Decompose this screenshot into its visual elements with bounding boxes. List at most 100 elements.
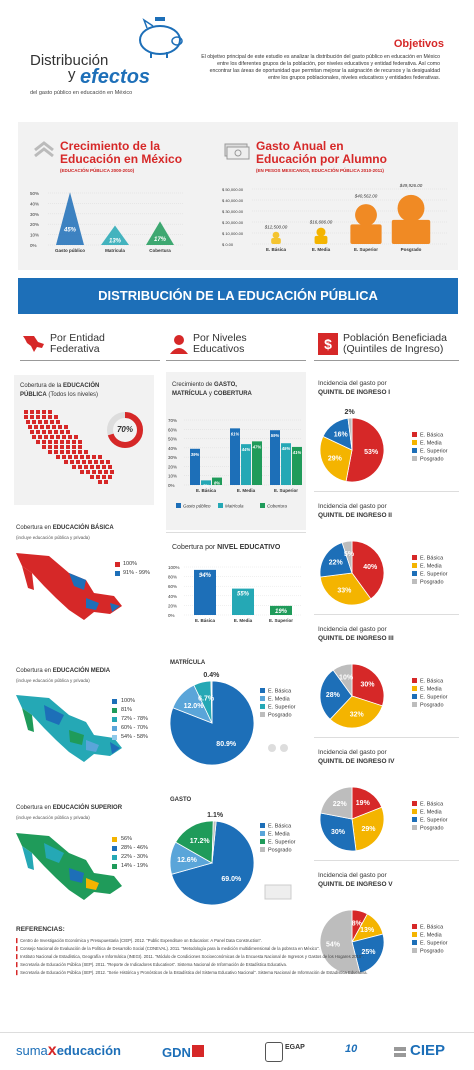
quintil-title-b: QUINTIL DE INGRESO II <box>318 512 392 519</box>
legend-swatch <box>412 809 417 814</box>
quintil-label: 53% <box>364 449 379 456</box>
quintil-label: 54% <box>326 941 341 948</box>
divider <box>314 860 459 861</box>
footer-logo-gdn[interactable]: GDN <box>162 1045 191 1060</box>
objetivos-title: Objetivos <box>393 38 444 50</box>
map-dot <box>64 460 68 464</box>
quintil-slice <box>329 695 383 729</box>
gasto-anual-title-2: Educación por Alumno <box>256 152 387 166</box>
reference-text: Consejo Nacional de Evaluación de la Pol… <box>18 946 320 951</box>
y-tick-label: 0% <box>168 613 175 618</box>
legend-swatch <box>218 503 223 508</box>
bullet-icon: ▌ <box>16 954 19 959</box>
divider <box>314 737 459 738</box>
quintil-slice <box>341 540 353 574</box>
reference-text: Secretaría de Educación Pública (SEP). 2… <box>18 970 368 975</box>
superior-legend-item: 14% - 19% <box>112 863 148 869</box>
banner-text: DISTRIBUCIÓN DE LA EDUCACIÓN PÚBLICA <box>98 288 378 303</box>
gasto-anual-subtitle: (EN PESOS MEXICANOS, EDUCACIÓN PÚBLICA 2… <box>256 168 384 173</box>
footer-logo-sumaxeducacion[interactable]: sumaxeducación <box>16 1042 121 1060</box>
category-label: E. Media <box>237 488 256 493</box>
bar <box>252 441 262 485</box>
map-dot <box>54 430 58 434</box>
egap-crest-icon <box>265 1042 283 1062</box>
legend-swatch <box>112 863 117 869</box>
cob-media-title-b: EDUCACIÓN MEDIA <box>52 668 111 674</box>
title-subtitle: del gasto público en educación en México <box>30 90 133 96</box>
map-dot <box>60 430 64 434</box>
map-dot <box>40 425 44 429</box>
map-dot <box>80 455 84 459</box>
quintil-label: 33% <box>337 588 352 595</box>
bar-value-label: 45% <box>281 446 291 451</box>
legend-swatch <box>112 845 117 851</box>
map-dot <box>108 475 112 479</box>
media-legend-item: 60% - 70% <box>112 725 148 731</box>
bullet-icon: ▌ <box>16 938 19 943</box>
map-dot <box>42 410 46 414</box>
bar-value-label: 61% <box>231 431 240 436</box>
quintil-legend-label: Posgrado <box>420 949 444 955</box>
y-tick-label: 40% <box>30 201 39 206</box>
map-dot <box>96 465 100 469</box>
person-body-mark <box>314 235 328 244</box>
legend-label: Matrícula <box>225 504 244 509</box>
logo-x: x <box>47 1042 57 1059</box>
map-dot <box>54 440 58 444</box>
quintil-slice <box>345 417 385 483</box>
footer-logo-10[interactable]: 10 <box>345 1043 358 1055</box>
legend-swatch <box>412 678 417 683</box>
cob-basica-sub: (incluye educación pública y privada) <box>16 535 90 540</box>
map-dot <box>86 470 90 474</box>
people-icon <box>280 744 288 752</box>
map-dot <box>78 440 82 444</box>
map-dot <box>38 420 42 424</box>
map-dot <box>104 470 108 474</box>
people-icon <box>268 744 276 752</box>
map-dot <box>44 435 48 439</box>
map-dot <box>56 435 60 439</box>
bar-value-label: 55% <box>237 592 250 598</box>
footer-logo-egap[interactable]: EGAP <box>285 1044 305 1051</box>
legend-swatch <box>260 503 265 508</box>
bar <box>270 605 292 615</box>
cob-publica-value: 70% <box>116 425 133 434</box>
legend-label: 60% - 70% <box>121 725 148 731</box>
quintil-label: 29% <box>328 456 343 463</box>
quintil-label: 16% <box>334 431 349 438</box>
media-legend: 100% 81% 72% - 78% 60% - 70% 54% - 58% <box>112 698 148 743</box>
legend-label: 28% - 46% <box>121 845 148 851</box>
legend-swatch <box>112 854 117 860</box>
map-dot <box>48 410 52 414</box>
objetivos-text: El objetivo principal de este estudio es… <box>201 54 440 81</box>
person-head-mark <box>355 204 377 226</box>
legend-swatch <box>412 432 417 437</box>
category-label: E. Superior <box>354 247 378 252</box>
bar-value-label: 41% <box>292 450 302 455</box>
category-label: E. Superior <box>274 488 298 493</box>
footer-logo-ciep[interactable]: CIEP <box>410 1042 446 1059</box>
quintil-legend-label: Posgrado <box>420 826 444 832</box>
map-dot <box>44 420 48 424</box>
legend-swatch <box>412 924 417 929</box>
bullet-icon: ▌ <box>16 946 19 951</box>
legend-swatch <box>412 948 417 953</box>
logo-educacion: educación <box>56 1043 121 1058</box>
cob-basica-title: Cobertura en EDUCACIÓN BÁSICA <box>16 525 114 531</box>
legend-label: 100% <box>121 698 136 704</box>
legend-label: 54% - 58% <box>121 734 148 740</box>
map-dot <box>64 425 68 429</box>
legend-swatch <box>412 440 417 445</box>
reference-text: Centro de Investigación Económica y Pres… <box>18 938 263 943</box>
category-label: Cobertura <box>149 248 171 253</box>
bullet-icon: ▌ <box>16 970 19 975</box>
map-dot <box>26 420 30 424</box>
map-basica <box>16 553 122 620</box>
legend-swatch <box>260 839 265 844</box>
crec-niveles-title-2: MATRÍCULA y COBERTURA <box>172 391 252 397</box>
map-dot <box>70 460 74 464</box>
map-dot <box>78 445 82 449</box>
legend-swatch <box>412 817 417 822</box>
map-dot <box>94 460 98 464</box>
legend-swatch <box>412 932 417 937</box>
